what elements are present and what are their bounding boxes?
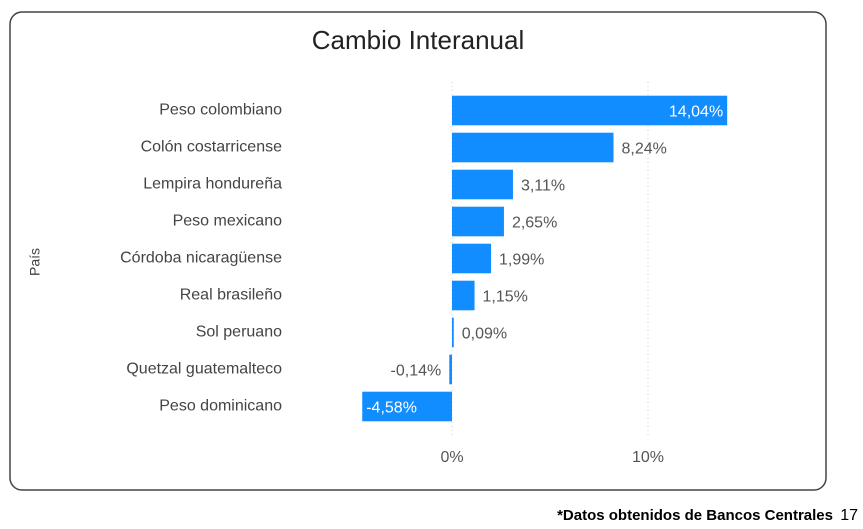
- bar: [449, 354, 452, 385]
- y-tick-label: Real brasileño: [180, 287, 282, 304]
- y-tick-label: Sol peruano: [196, 324, 282, 341]
- data-label: -0,14%: [391, 363, 442, 380]
- y-tick-label: Córdoba nicaragüense: [120, 250, 282, 267]
- bar: [452, 317, 454, 348]
- data-label: 3,11%: [521, 178, 565, 195]
- data-label: 0,09%: [462, 326, 507, 343]
- y-tick-label: Colón costarricense: [141, 139, 283, 156]
- data-label: 2,65%: [512, 215, 557, 232]
- y-tick-label: Lempira hondureña: [143, 176, 282, 193]
- data-label: 14,04%: [669, 104, 723, 121]
- card: [9, 11, 827, 491]
- page-number: 17: [840, 507, 858, 524]
- data-label: 8,24%: [622, 141, 667, 158]
- x-tick-label: 10%: [632, 449, 664, 466]
- bar: [452, 169, 513, 200]
- bar: [452, 243, 492, 274]
- bar: [452, 280, 475, 311]
- footnote: *Datos obtenidos de Bancos Centrales: [557, 507, 833, 524]
- y-axis-label: País: [27, 248, 43, 276]
- bar: [452, 206, 504, 237]
- y-tick-label: Quetzal guatemalteco: [126, 361, 282, 378]
- data-label: -4,58%: [366, 400, 417, 417]
- chart-title: Cambio Interanual: [312, 25, 524, 55]
- y-tick-label: Peso colombiano: [159, 102, 282, 119]
- y-tick-label: Peso mexicano: [173, 213, 282, 230]
- bar: [362, 391, 452, 422]
- y-tick-label: Peso dominicano: [159, 398, 282, 415]
- data-label: 1,99%: [499, 252, 544, 269]
- data-label: 1,15%: [483, 289, 528, 306]
- bar: [452, 95, 728, 126]
- x-tick-label: 0%: [440, 449, 463, 466]
- bar: [452, 132, 614, 163]
